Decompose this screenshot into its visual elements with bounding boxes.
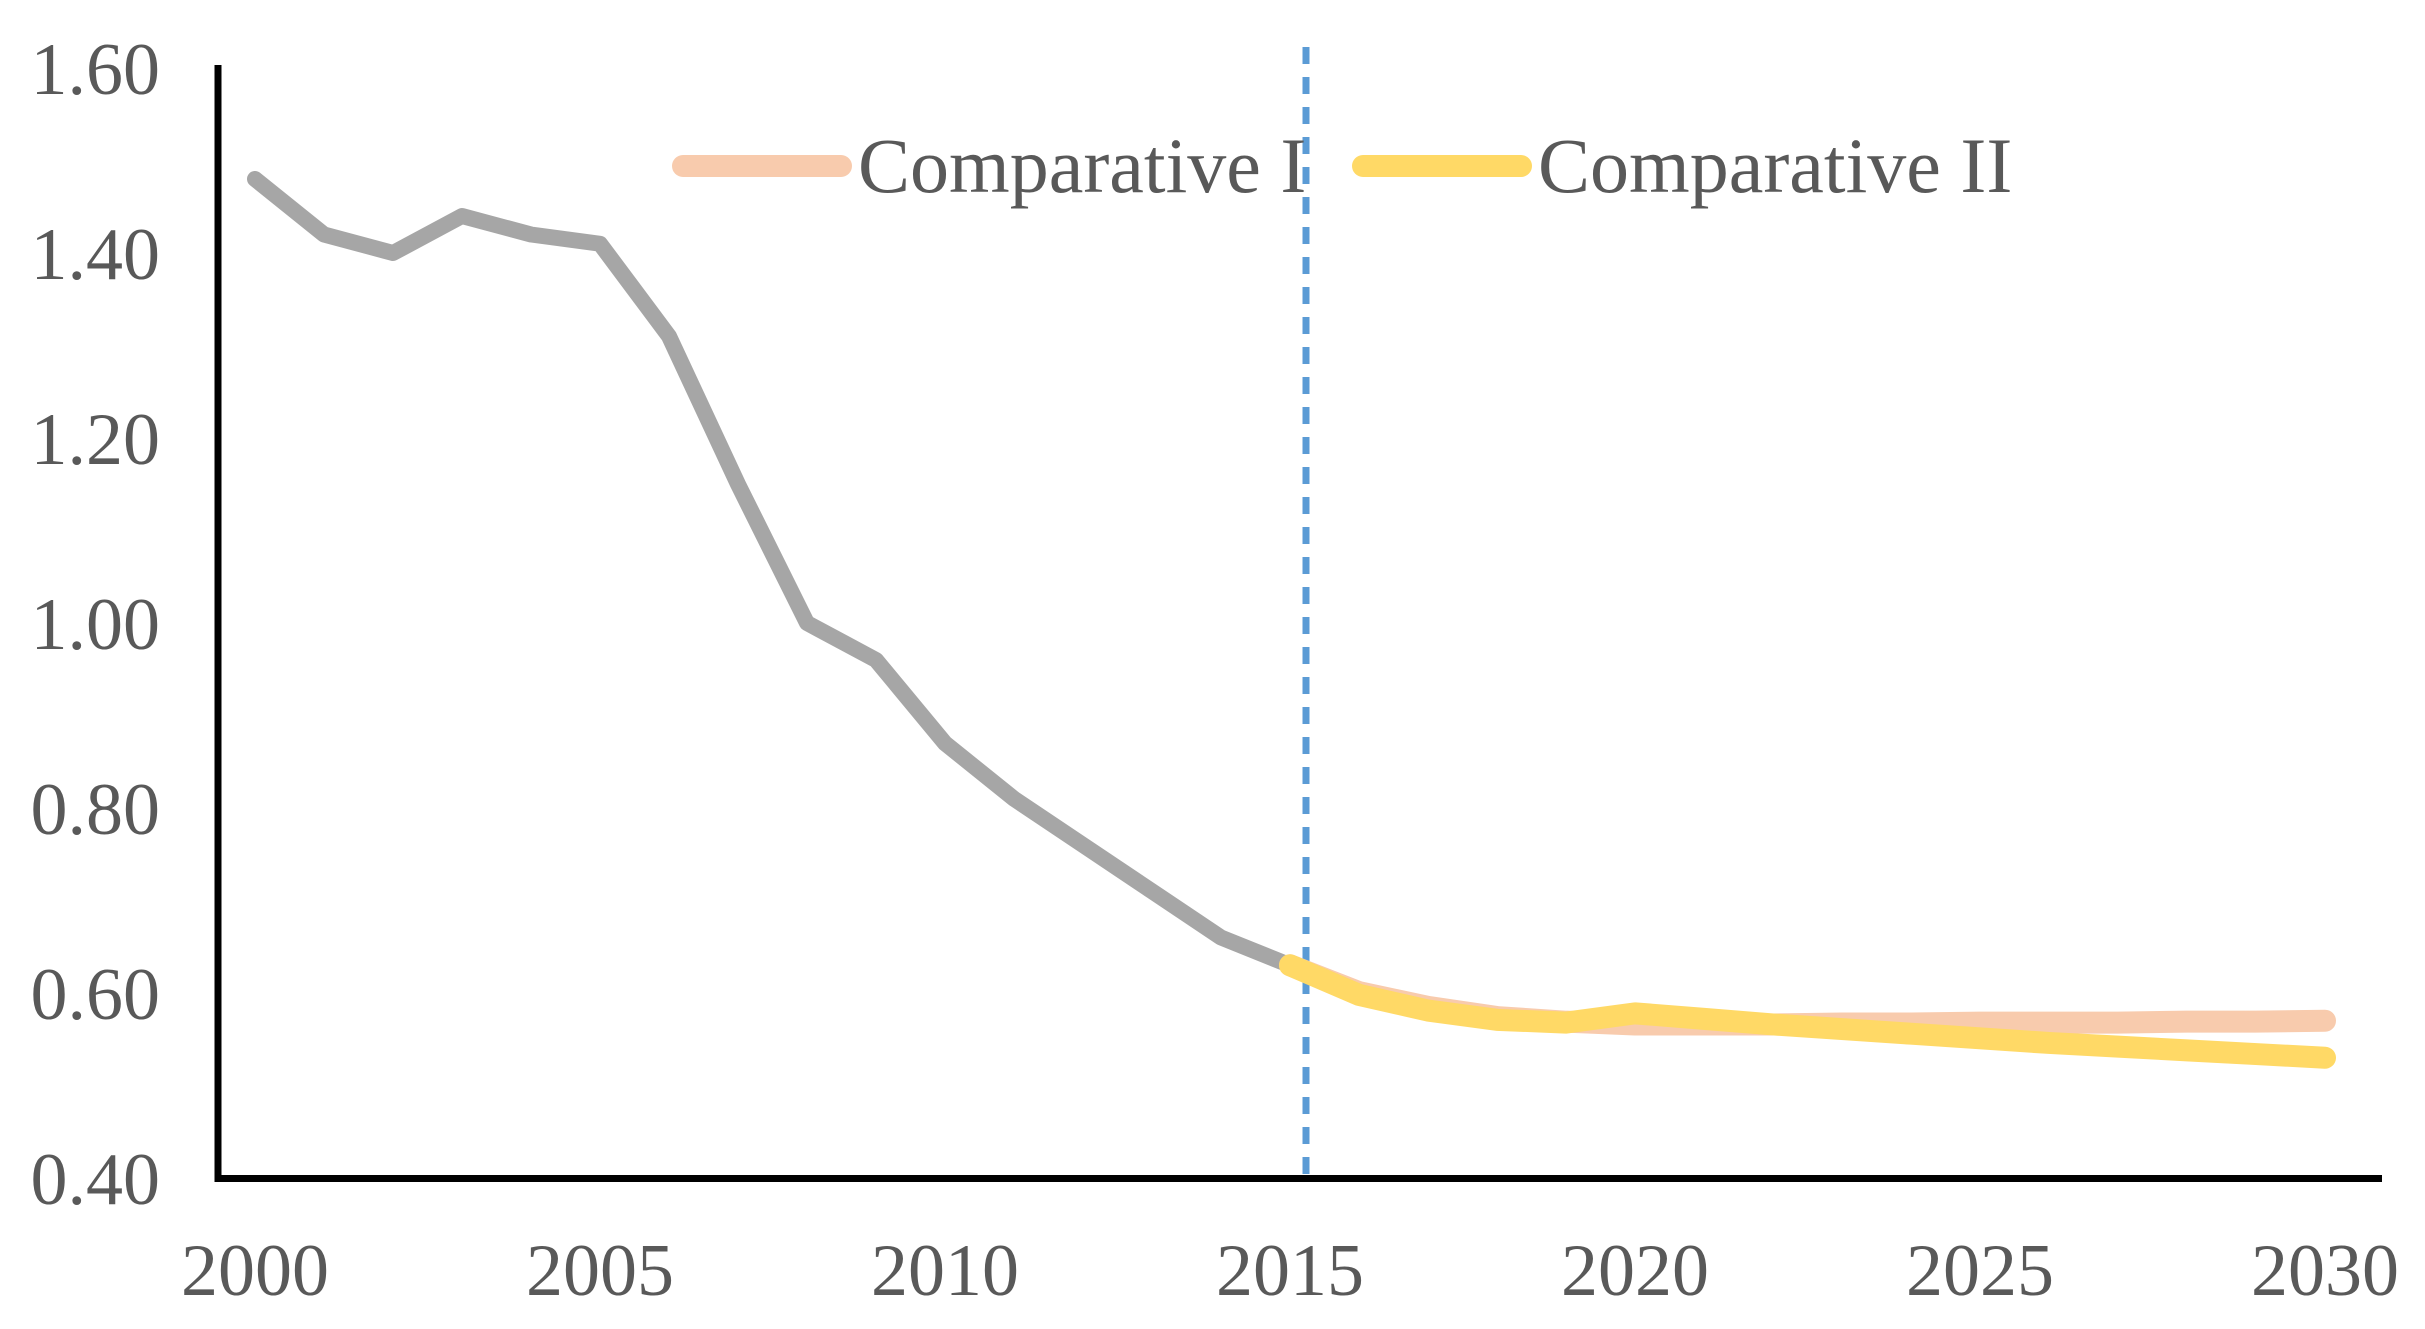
y-axis-tick-label: 1.40 [31,214,161,296]
y-axis-tick-label: 0.60 [31,954,161,1036]
legend-item-comparative-1: Comparative I [672,127,1306,205]
y-axis-tick-label: 1.60 [31,29,161,111]
legend-item-comparative-2: Comparative II [1352,127,2012,205]
y-axis-tick-label: 0.80 [31,769,161,851]
comparative-1-legend-label: Comparative I [858,122,1307,209]
x-axis-tick-label: 2030 [2251,1230,2399,1312]
x-axis-tick-label: 2005 [526,1230,674,1312]
comparative-1-line-swatch [672,155,852,177]
series-line-comparative-ii [1279,954,2336,1069]
y-axis-tick-label: 1.20 [31,399,161,481]
comparative-2-legend-label: Comparative II [1538,122,2013,209]
x-axis-tick-label: 2025 [1906,1230,2054,1312]
x-axis-tick-label: 2000 [181,1230,329,1312]
x-axis-tick-label: 2020 [1561,1230,1709,1312]
comparative-2-line-swatch [1352,155,1532,177]
x-axis-tick-label: 2015 [1216,1230,1364,1312]
series-line-historical [247,171,1298,974]
y-axis-tick-label: 0.40 [31,1139,161,1221]
y-axis-tick-label: 1.00 [31,584,161,666]
x-axis-tick-label: 2010 [871,1230,1019,1312]
